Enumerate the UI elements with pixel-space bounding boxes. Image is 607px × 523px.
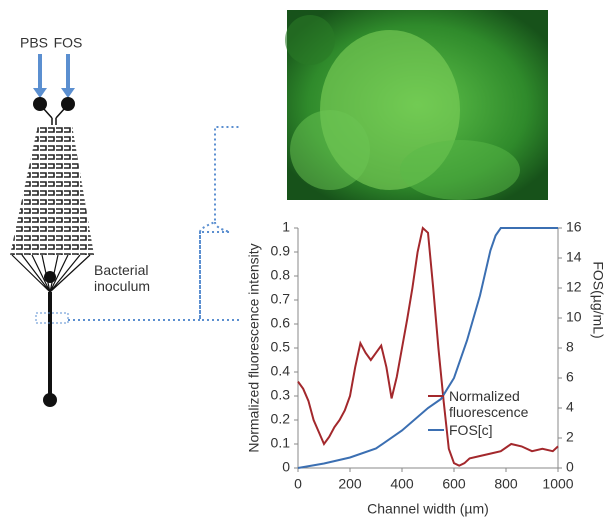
y2-tick-label: 4 — [566, 399, 574, 415]
y-tick-label: 0.2 — [271, 411, 291, 427]
y-tick-label: 0.6 — [271, 315, 291, 331]
legend-swatch — [428, 429, 444, 431]
legend-label: Normalized fluorescence — [449, 388, 529, 420]
x-tick-label: 800 — [494, 476, 518, 492]
legend-swatch — [428, 395, 444, 397]
y2-tick-label: 14 — [566, 249, 582, 265]
inlet-label: PBS — [20, 35, 48, 51]
y-tick-label: 0.1 — [271, 435, 291, 451]
legend-entry: Normalized fluorescence — [428, 388, 548, 420]
y2-tick-label: 0 — [566, 459, 574, 475]
y2-tick-label: 12 — [566, 279, 582, 295]
y-tick-label: 0.5 — [271, 339, 291, 355]
y2-tick-label: 16 — [566, 219, 582, 235]
y2-tick-label: 6 — [566, 369, 574, 385]
x-axis-label: Channel width (µm) — [367, 501, 489, 517]
y2-tick-label: 10 — [566, 309, 582, 325]
data-line — [297, 226, 559, 467]
legend-entry: FOS[c] — [428, 422, 548, 438]
annotation: Bacterial inoculum — [94, 262, 151, 294]
x-tick-label: 200 — [338, 476, 362, 492]
data-line — [297, 227, 558, 469]
legend-label: FOS[c] — [449, 422, 493, 438]
legend: Normalized fluorescence FOS[c] — [428, 388, 548, 440]
device-diagram — [10, 54, 240, 407]
y2-tick-label: 8 — [566, 339, 574, 355]
y-tick-label: 1 — [282, 219, 290, 235]
inlet-label: FOS — [54, 35, 83, 51]
x-tick-label: 600 — [442, 476, 466, 492]
x-tick-label: 0 — [294, 476, 302, 492]
y2-axis-label: FOS(µg/mL) — [590, 261, 606, 338]
y-tick-label: 0.3 — [271, 387, 291, 403]
y-axis-label: Normalized fluorescence intensity — [246, 243, 262, 452]
x-tick-label: 400 — [390, 476, 414, 492]
y-tick-label: 0.9 — [271, 243, 291, 259]
y-tick-label: 0.8 — [271, 267, 291, 283]
y-tick-label: 0.7 — [271, 291, 291, 307]
y-tick-label: 0.4 — [271, 363, 291, 379]
y2-tick-label: 2 — [566, 429, 574, 445]
x-tick-label: 1000 — [542, 476, 573, 492]
y-tick-label: 0 — [282, 459, 290, 475]
micrograph — [285, 10, 548, 200]
